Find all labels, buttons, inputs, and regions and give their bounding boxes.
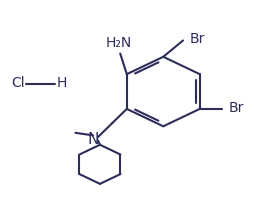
Text: Br: Br [190,32,205,46]
Text: H: H [57,76,67,90]
Text: H₂N: H₂N [106,36,132,50]
Text: Cl: Cl [11,76,25,90]
Text: N: N [88,132,99,147]
Text: Br: Br [229,101,244,115]
